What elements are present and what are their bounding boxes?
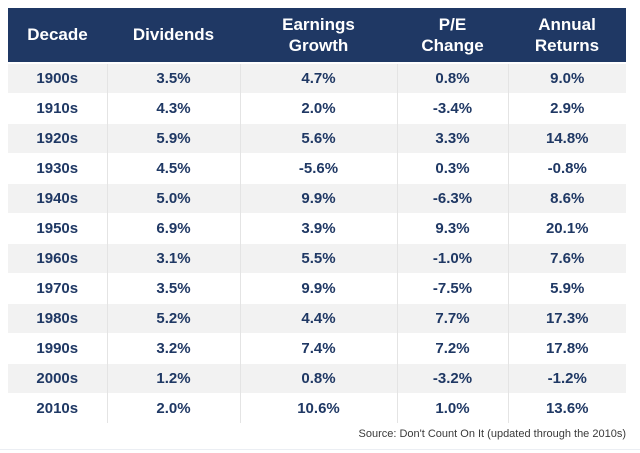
cell-earnings-growth: 0.8% xyxy=(239,363,397,394)
cell-pe-change: -7.5% xyxy=(396,273,508,304)
cell-dividends: 5.2% xyxy=(106,303,240,334)
cell-annual-returns: 17.3% xyxy=(507,303,626,334)
cell-annual-returns: -1.2% xyxy=(507,363,626,394)
cell-earnings-growth: 10.6% xyxy=(239,393,397,423)
cell-pe-change: 3.3% xyxy=(396,123,508,154)
cell-pe-change: 0.8% xyxy=(396,62,508,94)
header-row: Decade Dividends Earnings Growth P/E Cha… xyxy=(8,8,626,64)
cell-dividends: 3.1% xyxy=(106,243,240,274)
cell-annual-returns: 5.9% xyxy=(507,273,626,304)
cell-pe-change: 1.0% xyxy=(396,393,508,423)
cell-decade: 1950s xyxy=(8,213,107,244)
table-row: 1900s 3.5% 4.7% 0.8% 9.0% xyxy=(8,62,626,94)
cell-earnings-growth: 2.0% xyxy=(239,93,397,124)
cell-pe-change: -6.3% xyxy=(396,183,508,214)
cell-annual-returns: 13.6% xyxy=(507,393,626,423)
cell-dividends: 1.2% xyxy=(106,363,240,394)
cell-dividends: 5.0% xyxy=(106,183,240,214)
source-note: Source: Don't Count On It (updated throu… xyxy=(358,428,627,440)
cell-dividends: 3.5% xyxy=(106,62,240,94)
cell-earnings-growth: 9.9% xyxy=(239,273,397,304)
cell-pe-change: 7.2% xyxy=(396,333,508,364)
cell-annual-returns: 14.8% xyxy=(507,123,626,154)
cell-dividends: 2.0% xyxy=(106,393,240,423)
cell-decade: 1960s xyxy=(8,243,107,274)
cell-annual-returns: 17.8% xyxy=(507,333,626,364)
cell-dividends: 5.9% xyxy=(106,123,240,154)
cell-pe-change: 9.3% xyxy=(396,213,508,244)
cell-decade: 1980s xyxy=(8,303,107,334)
cell-annual-returns: 9.0% xyxy=(507,62,626,94)
table-row: 2000s 1.2% 0.8% -3.2% -1.2% xyxy=(8,363,626,394)
decade-returns-table: Decade Dividends Earnings Growth P/E Cha… xyxy=(8,8,626,423)
column-header-earnings-growth: Earnings Growth xyxy=(240,8,397,64)
cell-decade: 1970s xyxy=(8,273,107,304)
cell-annual-returns: 7.6% xyxy=(507,243,626,274)
cell-earnings-growth: 4.7% xyxy=(239,62,397,94)
table-row: 1990s 3.2% 7.4% 7.2% 17.8% xyxy=(8,333,626,364)
cell-annual-returns: 8.6% xyxy=(507,183,626,214)
cell-decade: 1940s xyxy=(8,183,107,214)
cell-annual-returns: 2.9% xyxy=(507,93,626,124)
cell-earnings-growth: 7.4% xyxy=(239,333,397,364)
cell-decade: 1900s xyxy=(8,62,107,94)
cell-annual-returns: 20.1% xyxy=(507,213,626,244)
cell-earnings-growth: -5.6% xyxy=(239,153,397,184)
table-row: 1980s 5.2% 4.4% 7.7% 17.3% xyxy=(8,303,626,334)
table-row: 1930s 4.5% -5.6% 0.3% -0.8% xyxy=(8,153,626,184)
cell-dividends: 4.3% xyxy=(106,93,240,124)
cell-decade: 1920s xyxy=(8,123,107,154)
cell-dividends: 3.5% xyxy=(106,273,240,304)
cell-dividends: 4.5% xyxy=(106,153,240,184)
cell-pe-change: -3.4% xyxy=(396,93,508,124)
cell-decade: 2010s xyxy=(8,393,107,423)
cell-earnings-growth: 4.4% xyxy=(239,303,397,334)
cell-decade: 1930s xyxy=(8,153,107,184)
table-row: 2010s 2.0% 10.6% 1.0% 13.6% xyxy=(8,393,626,423)
cell-decade: 2000s xyxy=(8,363,107,394)
cell-earnings-growth: 3.9% xyxy=(239,213,397,244)
column-header-annual-returns: Annual Returns xyxy=(508,8,626,64)
cell-pe-change: -3.2% xyxy=(396,363,508,394)
cell-earnings-growth: 5.5% xyxy=(239,243,397,274)
cell-annual-returns: -0.8% xyxy=(507,153,626,184)
table-row: 1940s 5.0% 9.9% -6.3% 8.6% xyxy=(8,183,626,214)
table-row: 1910s 4.3% 2.0% -3.4% 2.9% xyxy=(8,93,626,124)
bottom-divider xyxy=(0,449,640,450)
cell-decade: 1990s xyxy=(8,333,107,364)
cell-pe-change: -1.0% xyxy=(396,243,508,274)
column-header-pe-change: P/E Change xyxy=(397,8,508,64)
table-row: 1960s 3.1% 5.5% -1.0% 7.6% xyxy=(8,243,626,274)
cell-decade: 1910s xyxy=(8,93,107,124)
table-row: 1920s 5.9% 5.6% 3.3% 14.8% xyxy=(8,123,626,154)
table-row: 1950s 6.9% 3.9% 9.3% 20.1% xyxy=(8,213,626,244)
cell-earnings-growth: 5.6% xyxy=(239,123,397,154)
cell-pe-change: 0.3% xyxy=(396,153,508,184)
table-row: 1970s 3.5% 9.9% -7.5% 5.9% xyxy=(8,273,626,304)
cell-pe-change: 7.7% xyxy=(396,303,508,334)
column-header-decade: Decade xyxy=(8,8,107,64)
cell-dividends: 6.9% xyxy=(106,213,240,244)
cell-earnings-growth: 9.9% xyxy=(239,183,397,214)
column-header-dividends: Dividends xyxy=(107,8,240,64)
cell-dividends: 3.2% xyxy=(106,333,240,364)
